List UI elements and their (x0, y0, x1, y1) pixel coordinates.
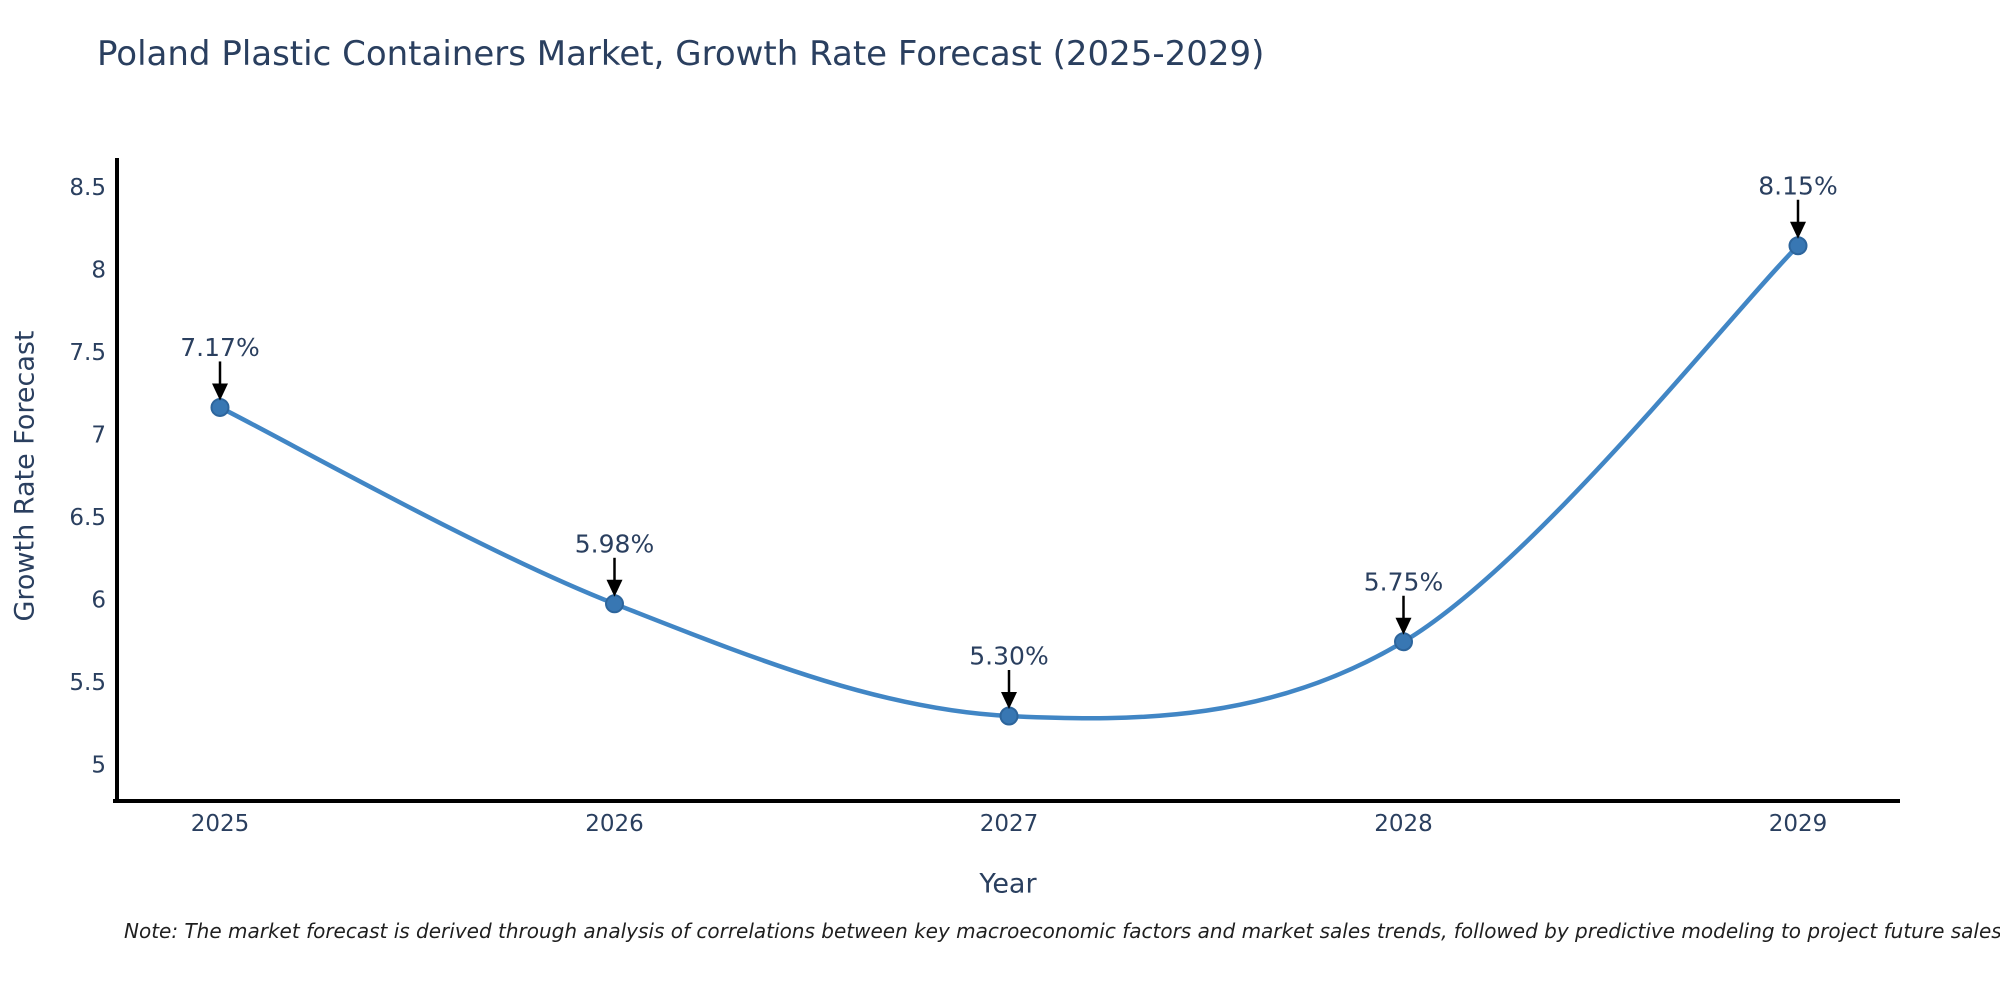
x-tick-label: 2025 (191, 811, 250, 837)
annotation-arrowhead-icon (1001, 692, 1017, 709)
chart-title: Poland Plastic Containers Market, Growth… (97, 34, 1265, 74)
annotation-arrowhead-icon (1790, 221, 1806, 239)
data-point-marker (1788, 236, 1808, 256)
data-point-value-label: 7.17% (180, 333, 259, 362)
y-tick-label: 6.5 (69, 505, 106, 531)
x-tick-label: 2028 (1374, 811, 1433, 837)
x-tick-label: 2027 (980, 811, 1039, 837)
y-tick-label: 6 (91, 588, 106, 614)
y-tick-label: 5 (91, 753, 106, 779)
y-tick-label: 8 (91, 258, 106, 284)
data-point-value-label: 5.75% (1364, 567, 1443, 596)
y-tick-label: 7 (91, 423, 106, 449)
annotation-arrowhead-icon (606, 579, 623, 597)
data-point-marker (210, 397, 230, 417)
data-point-value-label: 5.98% (575, 529, 654, 558)
data-point-value-label: 5.30% (969, 642, 1048, 671)
y-tick-label: 5.5 (69, 670, 106, 696)
data-point-marker (605, 594, 624, 614)
data-point-marker (1394, 632, 1413, 652)
chart-note: Note: The market forecast is derived thr… (124, 919, 2000, 943)
x-tick-label: 2026 (585, 811, 644, 837)
y-axis-title: Growth Rate Forecast (10, 330, 41, 621)
y-tick-label: 7.5 (69, 340, 106, 366)
data-point-marker (999, 706, 1019, 726)
annotation-arrowhead-icon (1395, 617, 1412, 635)
data-point-value-label: 8.15% (1758, 171, 1837, 200)
x-axis-title: Year (978, 869, 1037, 900)
y-tick-label: 8.5 (69, 175, 106, 201)
x-tick-label: 2029 (1769, 811, 1828, 837)
annotation-arrowhead-icon (212, 383, 228, 401)
